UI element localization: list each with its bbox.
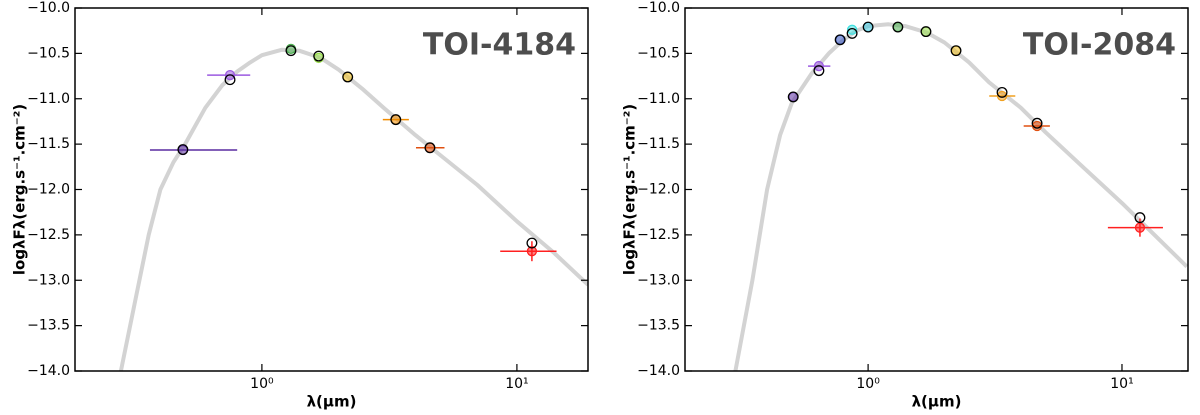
model-point xyxy=(1031,117,1043,129)
y-tick-label: −13.5 xyxy=(637,318,680,334)
y-tick-label: −13.0 xyxy=(637,272,680,288)
y-tick-label: −12.0 xyxy=(27,182,70,198)
annotation: TOI-2084 xyxy=(1023,28,1176,63)
x-tick-label: 10¹ xyxy=(505,376,528,392)
y-tick-label: −14.0 xyxy=(27,363,70,379)
model-point xyxy=(813,65,825,77)
x-axis-label: λ(μm) xyxy=(307,393,357,411)
y-axis-label: logλFλ(erg.s⁻¹.cm⁻²) xyxy=(11,104,29,275)
model-point xyxy=(177,144,189,156)
observed-point xyxy=(996,90,1008,102)
model-point xyxy=(950,45,962,57)
model-point xyxy=(1134,212,1146,224)
y-tick-label: −11.5 xyxy=(27,136,70,152)
model-point xyxy=(920,26,932,38)
y-tick-label: −11.0 xyxy=(27,91,70,107)
model-point xyxy=(526,237,538,249)
x-tick-label: 10¹ xyxy=(1110,376,1133,392)
model-point xyxy=(846,27,858,39)
model-point xyxy=(285,45,297,57)
y-tick-label: −12.5 xyxy=(637,227,680,243)
y-tick-label: −10.5 xyxy=(27,45,70,61)
model-point xyxy=(892,21,904,33)
model-point xyxy=(834,34,846,46)
annotation: TOI-4184 xyxy=(423,28,576,63)
y-tick-label: −11.0 xyxy=(637,91,680,107)
model-point xyxy=(313,50,325,62)
y-tick-label: −10.0 xyxy=(27,0,70,16)
observed-point xyxy=(1134,222,1146,233)
chart-panel: −14.0 −13.5 −13.0 −12.5 −12.0 −11.5 −11.0 −10.5… xyxy=(11,0,589,411)
observed-point xyxy=(846,24,858,35)
y-tick-label: −11.5 xyxy=(637,136,680,152)
model-point xyxy=(996,86,1008,98)
y-tick-label: −12.0 xyxy=(637,182,680,198)
y-tick-label: −13.0 xyxy=(27,272,70,288)
chart-panel: −14.0 −13.5 −13.0 −12.5 −12.0 −11.5 −11.0 −10.5… xyxy=(621,0,1189,411)
y-tick-label: −10.5 xyxy=(637,45,680,61)
model-spectrum xyxy=(118,47,588,371)
model-point xyxy=(862,21,874,33)
x-tick-label: 10⁰ xyxy=(856,376,880,392)
y-axis-label: logλFλ(erg.s⁻¹.cm⁻²) xyxy=(621,104,639,275)
model-point xyxy=(342,71,354,83)
y-tick-label: −13.5 xyxy=(27,318,70,334)
y-tick-label: −14.0 xyxy=(637,363,680,379)
model-point xyxy=(787,91,799,103)
model-point xyxy=(424,142,436,154)
model-point xyxy=(390,114,402,126)
y-tick-label: −12.5 xyxy=(27,227,70,243)
model-point xyxy=(224,74,236,86)
x-axis-label: λ(μm) xyxy=(912,393,962,411)
y-tick-label: −10.0 xyxy=(637,0,680,16)
model-spectrum xyxy=(733,22,1188,371)
observed-point xyxy=(526,246,538,257)
x-tick-label: 10⁰ xyxy=(250,376,274,392)
